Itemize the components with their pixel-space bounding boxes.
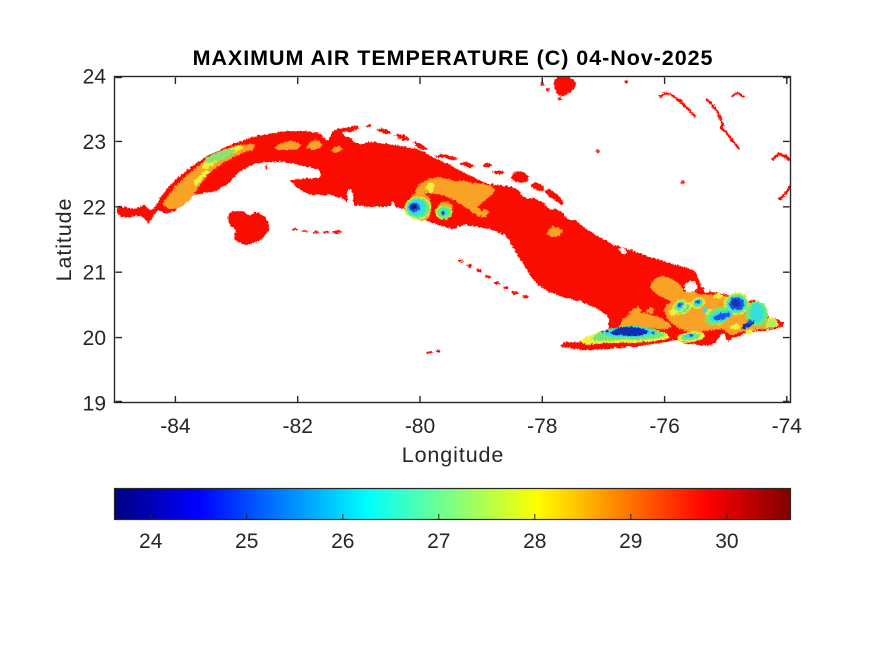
svg-text:20: 20 <box>83 327 106 350</box>
svg-text:Longitude: Longitude <box>402 443 505 467</box>
svg-text:23: 23 <box>83 131 106 154</box>
svg-text:22: 22 <box>83 196 106 219</box>
svg-text:29: 29 <box>619 530 642 553</box>
svg-text:27: 27 <box>427 530 450 553</box>
svg-text:19: 19 <box>83 393 106 416</box>
svg-text:21: 21 <box>83 262 106 285</box>
svg-text:25: 25 <box>235 530 258 553</box>
svg-text:-74: -74 <box>772 415 803 438</box>
svg-text:30: 30 <box>715 530 738 553</box>
svg-text:24: 24 <box>139 530 163 553</box>
svg-text:-78: -78 <box>527 415 557 438</box>
svg-text:24: 24 <box>83 66 107 89</box>
svg-text:-76: -76 <box>649 415 679 438</box>
svg-text:-80: -80 <box>405 415 435 438</box>
svg-text:-84: -84 <box>160 415 191 438</box>
svg-text:28: 28 <box>523 530 546 553</box>
svg-text:26: 26 <box>331 530 354 553</box>
svg-text:Latitude: Latitude <box>52 198 76 282</box>
svg-text:MAXIMUM AIR TEMPERATURE (C) 04: MAXIMUM AIR TEMPERATURE (C) 04-Nov-2025 <box>193 46 714 70</box>
svg-text:-82: -82 <box>283 415 313 438</box>
